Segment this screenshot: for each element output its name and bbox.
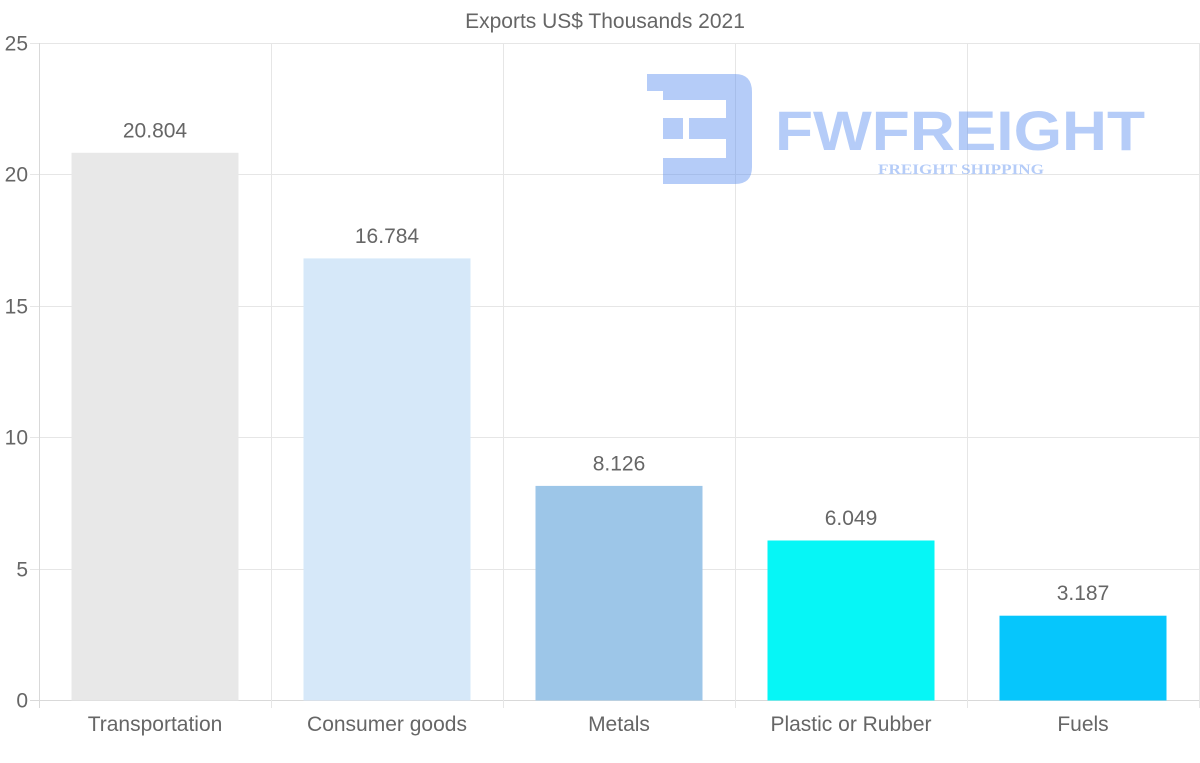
y-tick-label: 20 — [5, 164, 28, 187]
x-tick-label: Plastic or Rubber — [770, 713, 931, 736]
bar-transportation[interactable] — [71, 152, 239, 701]
chart-title: Exports US$ Thousands 2021 — [465, 10, 745, 33]
watermark-tagline: FREIGHT SHIPPING — [878, 162, 1044, 178]
watermark-logo: FWFREIGHT FREIGHT SHIPPING — [647, 74, 1145, 184]
bar-plastic-or-rubber[interactable] — [767, 540, 935, 701]
x-axis: Transportation Consumer goods Metals Plasti… — [88, 713, 1109, 736]
x-tick-label: Consumer goods — [307, 713, 467, 736]
bar-value-label: 16.784 — [355, 225, 420, 248]
bar-value-label: 20.804 — [123, 119, 188, 142]
bar-fuels[interactable] — [999, 615, 1167, 701]
x-tick-label: Transportation — [88, 713, 223, 736]
y-tick-label: 25 — [5, 33, 28, 56]
bar-consumer-goods[interactable] — [303, 258, 471, 701]
data-labels: 20.804 16.784 8.126 6.049 3.187 — [123, 119, 1109, 605]
x-tick-label: Metals — [588, 713, 650, 736]
y-axis: 0 5 10 15 20 25 — [5, 33, 28, 713]
x-tick-label: Fuels — [1057, 713, 1108, 736]
watermark-brand: FWFREIGHT — [775, 99, 1145, 162]
bar-value-label: 3.187 — [1057, 582, 1110, 605]
y-tick-label: 0 — [16, 690, 28, 713]
y-tick-label: 10 — [5, 427, 28, 450]
bar-value-label: 8.126 — [593, 452, 646, 475]
y-tick-label: 5 — [16, 559, 28, 582]
bar-metals[interactable] — [535, 485, 703, 701]
bars — [71, 152, 1167, 701]
bar-value-label: 6.049 — [825, 507, 878, 530]
fw-logo-icon — [647, 74, 752, 184]
y-tick-label: 15 — [5, 296, 28, 319]
